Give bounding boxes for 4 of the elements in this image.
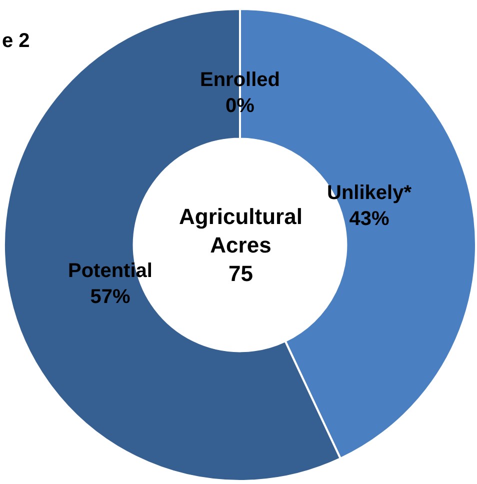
data-label: 43%: [349, 208, 390, 230]
text: Agricultural Acres 75: [179, 204, 302, 286]
data-label: 57%: [90, 286, 130, 308]
text: e 2: [2, 30, 30, 52]
